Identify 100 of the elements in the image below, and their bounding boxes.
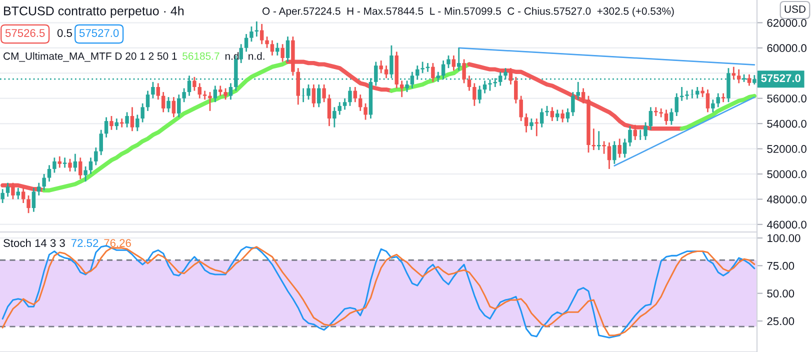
candlestick — [52, 156, 56, 174]
candlestick — [446, 54, 450, 69]
candlestick — [571, 91, 575, 117]
candlestick — [540, 108, 544, 128]
candlestick — [436, 71, 440, 83]
y-tick-label: 46000.0 — [766, 220, 806, 229]
candlestick — [218, 85, 222, 97]
ref-line-label: 57527.0 — [761, 74, 800, 82]
candlestick — [400, 80, 404, 98]
candlestick — [674, 92, 678, 117]
candlestick — [84, 166, 88, 182]
candlestick — [151, 81, 155, 100]
candlestick — [508, 67, 513, 86]
candlestick — [104, 116, 108, 138]
candlestick — [42, 173, 46, 192]
candlestick — [32, 187, 36, 213]
candlestick — [265, 36, 269, 49]
y-tick-label: 50000.0 — [767, 170, 806, 178]
candlestick — [700, 86, 704, 98]
candlestick — [94, 146, 98, 166]
candlestick — [644, 122, 648, 141]
candlestick — [192, 76, 196, 92]
candlestick — [37, 182, 41, 196]
candlestick — [405, 80, 409, 93]
annotation: 76.26 — [104, 239, 131, 247]
candlestick — [664, 109, 668, 126]
candlestick — [732, 66, 736, 80]
candlestick — [166, 96, 170, 113]
y-tick-label: 62000.0 — [767, 18, 806, 27]
candlestick — [78, 156, 82, 180]
y-tick-label: 25.00 — [767, 317, 794, 326]
candlestick — [602, 140, 606, 155]
candlestick — [706, 88, 710, 113]
candlestick — [332, 106, 336, 128]
annotation: 0.5 — [57, 29, 72, 37]
candlestick — [146, 90, 150, 112]
candlestick — [88, 156, 93, 175]
chart-title: BTCUSD contratto perpetuo · 4h — [4, 6, 184, 18]
candlestick — [62, 156, 67, 168]
y-tick-label: 56000.0 — [767, 94, 806, 102]
annotation: 56185.7 — [182, 52, 220, 60]
candlestick — [68, 158, 72, 172]
candlestick — [467, 74, 472, 92]
candlestick — [596, 130, 601, 151]
line-series — [680, 94, 756, 131]
candlestick — [312, 84, 316, 108]
candlestick — [420, 61, 424, 74]
y-tick-label: 60000.0 — [767, 44, 806, 52]
candlestick — [353, 86, 358, 103]
candlestick — [208, 91, 212, 112]
candlestick — [239, 43, 243, 64]
annotation: O - Aper.57224.5 H - Max.57844.5 L - Min.57099.5 C - Chius.57527.0 +302.5 (+0.53%) — [262, 7, 674, 17]
candlestick — [317, 84, 321, 108]
candlestick — [270, 40, 274, 56]
candlestick — [280, 43, 284, 62]
candlestick — [0, 188, 4, 204]
candlestick — [276, 42, 280, 56]
annotation: 57526.5 — [5, 29, 45, 37]
candlestick — [612, 140, 616, 165]
candlestick — [556, 109, 560, 122]
candlestick — [576, 81, 580, 100]
candlestick — [296, 67, 300, 106]
y-tick-label: 54000.0 — [767, 120, 806, 128]
candlestick — [130, 106, 134, 132]
candlestick — [592, 128, 596, 151]
candlestick — [136, 114, 140, 132]
candlestick — [628, 125, 632, 147]
text: USD — [784, 5, 806, 13]
candlestick — [140, 102, 144, 123]
candlestick — [177, 94, 181, 118]
candlestick — [327, 94, 332, 127]
candlestick — [431, 62, 435, 83]
candlestick — [99, 129, 103, 156]
annotation: 72.52 — [71, 239, 98, 247]
candlestick — [322, 84, 326, 103]
candlestick — [736, 68, 741, 84]
candlestick — [452, 54, 456, 72]
candlestick — [228, 82, 233, 100]
candlestick — [711, 98, 715, 113]
candlestick — [560, 109, 564, 123]
candlestick — [622, 138, 627, 158]
candlestick — [198, 82, 202, 100]
candlestick — [670, 108, 674, 126]
y-tick-label: 48000.0 — [766, 195, 806, 204]
y-tick-label: 50.00 — [767, 290, 794, 298]
annotation: 57527.0 — [79, 29, 119, 37]
chart-title: Stoch 14 3 3 — [4, 238, 65, 247]
candlestick — [224, 88, 228, 100]
candlestick — [286, 36, 290, 62]
candlestick — [244, 33, 248, 52]
candlestick — [716, 92, 720, 108]
candlestick — [478, 85, 482, 104]
candlestick — [364, 102, 368, 120]
candlestick — [58, 156, 62, 168]
candlestick — [648, 106, 653, 131]
candlestick — [348, 86, 352, 107]
y-tick-label: 52000.0 — [767, 145, 806, 153]
annotation: CM_Ultimate_MA_MTF D 20 1 2 50 1 — [4, 52, 177, 62]
candlestick — [260, 23, 264, 45]
candlestick — [607, 142, 612, 170]
